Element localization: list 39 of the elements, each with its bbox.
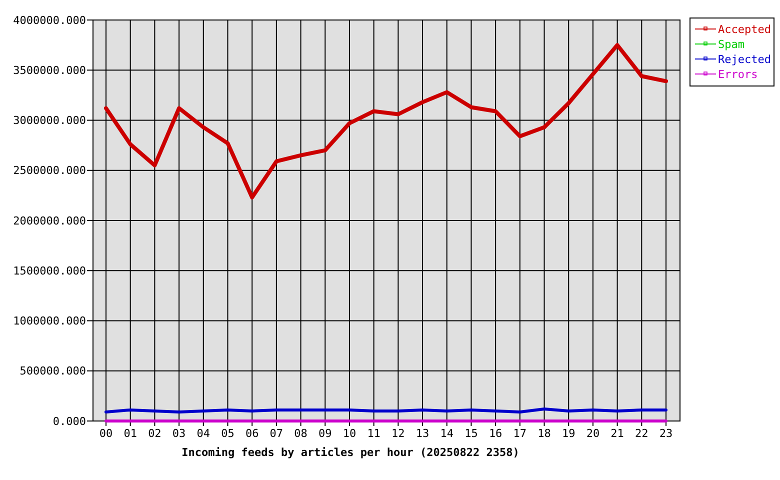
x-tick-label: 19: [562, 427, 576, 440]
x-axis-title: Incoming feeds by articles per hour (20250822 2358): [182, 446, 520, 459]
legend-label: Spam: [718, 38, 745, 51]
x-tick-label: 08: [294, 427, 308, 440]
y-tick-label: 0.000: [52, 414, 86, 428]
y-tick-label: 2500000.000: [13, 164, 86, 178]
y-tick-label: 3500000.000: [13, 64, 86, 77]
x-tick-label: 03: [172, 427, 186, 440]
x-tick-label: 14: [440, 427, 454, 440]
y-tick-label: 2000000.000: [13, 214, 86, 228]
y-tick-label: 500000.000: [20, 364, 86, 378]
x-tick-label: 01: [124, 427, 137, 440]
x-tick-label: 13: [416, 427, 430, 440]
x-tick-label: 10: [342, 427, 356, 440]
x-tick-label: 04: [196, 427, 210, 440]
legend-label: Errors: [718, 68, 758, 81]
x-tick-label: 02: [148, 427, 162, 440]
x-tick-label: 16: [488, 427, 502, 440]
x-tick-label: 22: [635, 427, 648, 440]
y-tick-label: 4000000.000: [13, 14, 86, 27]
x-tick-label: 23: [659, 427, 673, 440]
x-tick-label: 07: [270, 427, 284, 440]
x-tick-label: 18: [538, 427, 551, 440]
x-tick-label: 00: [99, 427, 113, 440]
x-tick-label: 11: [367, 427, 380, 440]
x-tick-label: 15: [464, 427, 478, 440]
y-tick-label: 1000000.000: [13, 314, 86, 328]
legend-label: Rejected: [718, 52, 771, 66]
x-tick-label: 09: [318, 427, 332, 440]
x-tick-label: 17: [513, 427, 527, 440]
x-tick-label: 21: [610, 427, 624, 440]
y-tick-label: 3000000.000: [13, 114, 86, 128]
line-series: [104, 43, 668, 200]
legend-label: Accepted: [718, 22, 771, 36]
x-tick-label: 12: [392, 427, 405, 440]
x-tick-label: 05: [221, 427, 234, 440]
y-tick-label: 1500000.000: [13, 264, 86, 278]
x-tick-label: 20: [586, 427, 600, 440]
x-tick-label: 06: [245, 427, 259, 440]
